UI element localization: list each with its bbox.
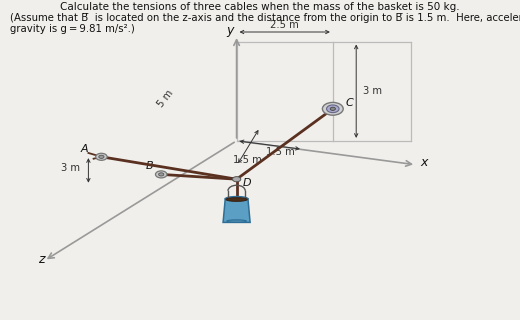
Text: z: z: [38, 253, 45, 266]
Ellipse shape: [225, 196, 248, 201]
Circle shape: [99, 155, 104, 158]
Text: gravity is g = 9.81 m/s².): gravity is g = 9.81 m/s².): [10, 24, 135, 34]
Circle shape: [322, 102, 343, 115]
Ellipse shape: [226, 198, 247, 201]
Text: 2.5 m: 2.5 m: [270, 20, 299, 30]
Circle shape: [96, 153, 107, 160]
Text: y: y: [227, 24, 234, 36]
Circle shape: [327, 105, 339, 113]
Text: Calculate the tensions of three cables when the mass of the basket is 50 kg.: Calculate the tensions of three cables w…: [60, 2, 460, 12]
Text: (Assume that B̅  is located on the z‐axis and the distance from the origin to B̅: (Assume that B̅ is located on the z‐axis…: [10, 13, 520, 23]
Circle shape: [155, 171, 167, 178]
Ellipse shape: [227, 220, 246, 222]
Text: B: B: [146, 161, 153, 171]
Text: C: C: [346, 98, 354, 108]
Text: 5 m: 5 m: [155, 88, 175, 109]
Circle shape: [232, 177, 241, 182]
Text: D: D: [243, 178, 252, 188]
Text: 3 m: 3 m: [363, 86, 383, 96]
Text: x: x: [420, 156, 427, 169]
Polygon shape: [223, 199, 250, 222]
Text: 3 m: 3 m: [60, 163, 80, 173]
Text: 1.5 m: 1.5 m: [232, 155, 262, 164]
Circle shape: [330, 107, 335, 110]
Circle shape: [159, 173, 164, 176]
Text: A: A: [81, 144, 88, 154]
Text: 1.5 m: 1.5 m: [266, 147, 294, 157]
